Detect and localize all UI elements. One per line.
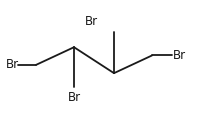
Text: Br: Br bbox=[173, 49, 186, 62]
Text: Br: Br bbox=[84, 15, 98, 28]
Text: Br: Br bbox=[67, 91, 81, 104]
Text: Br: Br bbox=[6, 58, 19, 71]
